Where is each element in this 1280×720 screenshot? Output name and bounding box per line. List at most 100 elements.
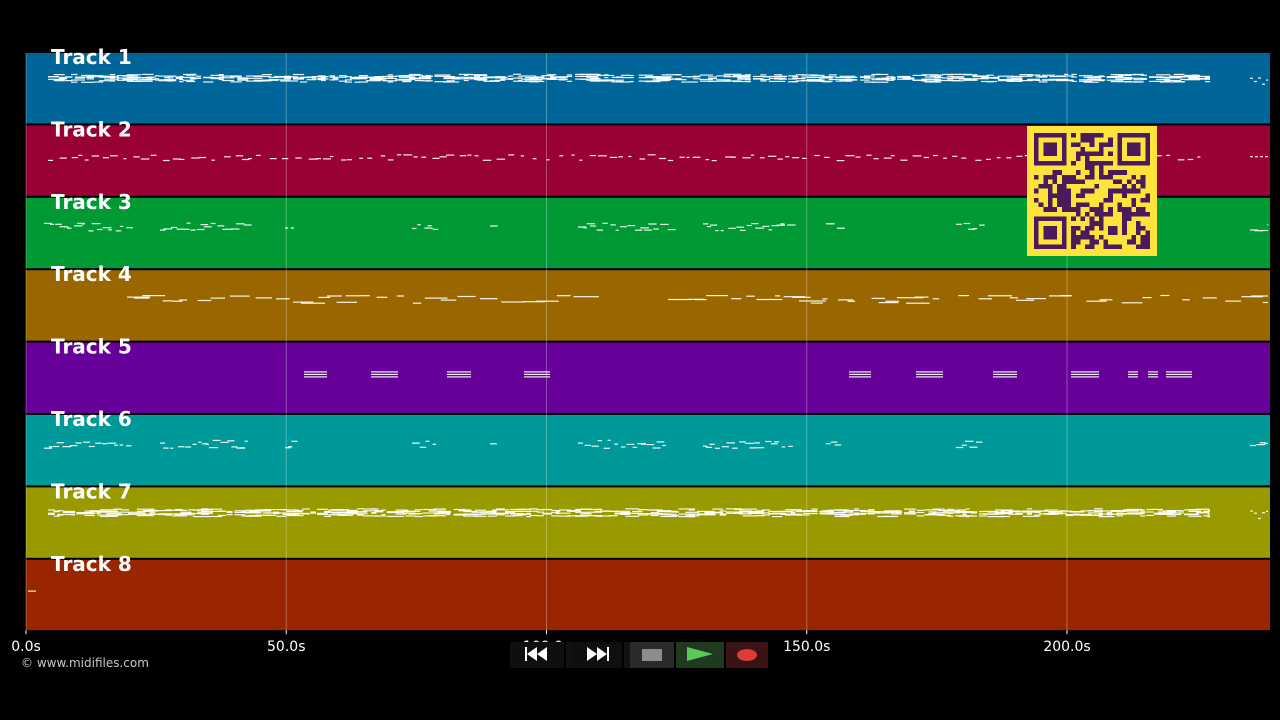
- note-mark: [864, 75, 875, 77]
- note-mark: [186, 74, 196, 76]
- qr-code[interactable]: [1027, 126, 1157, 256]
- note-mark: [44, 447, 53, 449]
- note-mark: [589, 78, 601, 80]
- note-mark: [731, 298, 742, 300]
- note-mark: [1250, 510, 1253, 512]
- note-mark: [723, 80, 742, 82]
- qr-module: [1122, 211, 1127, 217]
- qr-module: [1057, 193, 1062, 198]
- qr-module: [1057, 170, 1062, 175]
- stop-button[interactable]: [630, 642, 676, 668]
- note-mark: [1063, 78, 1069, 80]
- qr-module: [1122, 193, 1127, 198]
- note-mark: [1110, 81, 1123, 83]
- qr-module: [1052, 170, 1058, 175]
- note-mark: [963, 222, 971, 225]
- axis-tick-label: 200.0s: [1043, 639, 1090, 655]
- note-mark: [500, 76, 508, 78]
- note-mark: [374, 76, 387, 78]
- note-mark: [771, 225, 779, 227]
- qr-module: [1112, 188, 1118, 194]
- qr-module: [1108, 170, 1113, 175]
- note-mark: [357, 514, 364, 516]
- note-mark: [1016, 155, 1023, 157]
- note-mark: [121, 514, 130, 516]
- axis-tick-label: 50.0s: [267, 639, 305, 655]
- note-mark: [524, 373, 550, 375]
- qr-module: [1080, 137, 1086, 143]
- note-mark: [604, 74, 609, 76]
- note-mark: [838, 509, 846, 511]
- note-mark: [425, 77, 431, 79]
- note-mark: [699, 74, 713, 76]
- note-mark: [107, 442, 116, 444]
- note-mark: [965, 508, 970, 510]
- note-mark: [1071, 76, 1077, 78]
- note-mark: [1140, 512, 1146, 514]
- qr-module: [1085, 165, 1090, 171]
- qr-module: [1108, 244, 1113, 249]
- note-mark: [1087, 78, 1102, 80]
- note-mark: [626, 443, 635, 445]
- note-mark: [386, 511, 404, 513]
- note-mark: [962, 513, 967, 516]
- note-mark: [934, 74, 944, 76]
- note-mark: [443, 78, 460, 80]
- note-mark: [526, 512, 531, 515]
- note-mark: [1083, 81, 1099, 83]
- qr-module: [1094, 211, 1099, 217]
- note-mark: [344, 79, 352, 81]
- note-mark: [780, 510, 793, 512]
- note-mark: [167, 76, 174, 78]
- note-mark: [447, 371, 471, 373]
- qr-module: [1108, 151, 1113, 157]
- note-mark: [1148, 376, 1158, 378]
- note-mark: [458, 509, 472, 511]
- note-mark: [266, 512, 271, 514]
- note-mark: [414, 80, 424, 82]
- qr-module: [1080, 179, 1086, 185]
- note-mark: [141, 73, 154, 75]
- note-mark: [762, 225, 770, 227]
- note-mark: [661, 77, 671, 79]
- track-label: Track 7: [51, 479, 132, 503]
- note-mark: [1188, 510, 1202, 512]
- record-button[interactable]: [726, 642, 770, 668]
- note-mark: [934, 77, 944, 79]
- note-mark: [437, 511, 451, 513]
- qr-module: [1075, 202, 1081, 208]
- rewind-button[interactable]: [510, 642, 566, 668]
- note-mark: [1079, 80, 1093, 82]
- fast-forward-button[interactable]: [572, 642, 624, 668]
- note-mark: [1192, 78, 1198, 80]
- note-mark: [162, 159, 170, 162]
- qr-module: [1089, 216, 1095, 222]
- note-mark: [1019, 74, 1033, 76]
- note-mark: [1079, 75, 1093, 77]
- note-mark: [1160, 294, 1170, 297]
- note-mark: [947, 508, 954, 510]
- note-mark: [1115, 76, 1133, 79]
- note-mark: [403, 154, 413, 156]
- qr-module: [1089, 188, 1095, 194]
- note-mark: [685, 511, 700, 513]
- note-mark: [412, 442, 420, 444]
- note-mark: [419, 446, 427, 448]
- qr-module: [1098, 225, 1104, 231]
- note-mark: [71, 79, 78, 81]
- note-mark: [414, 515, 423, 518]
- note-mark: [965, 440, 974, 442]
- note-mark: [520, 508, 527, 510]
- note-mark: [916, 515, 925, 517]
- note-mark: [656, 441, 665, 443]
- note-mark: [802, 157, 807, 159]
- note-mark: [912, 79, 927, 81]
- play-button[interactable]: [676, 642, 726, 668]
- note-mark: [934, 79, 944, 81]
- note-mark: [875, 78, 882, 81]
- note-mark: [86, 77, 94, 79]
- note-mark: [774, 76, 783, 78]
- note-mark: [618, 156, 623, 158]
- note-mark: [742, 508, 757, 510]
- note-mark: [739, 229, 746, 231]
